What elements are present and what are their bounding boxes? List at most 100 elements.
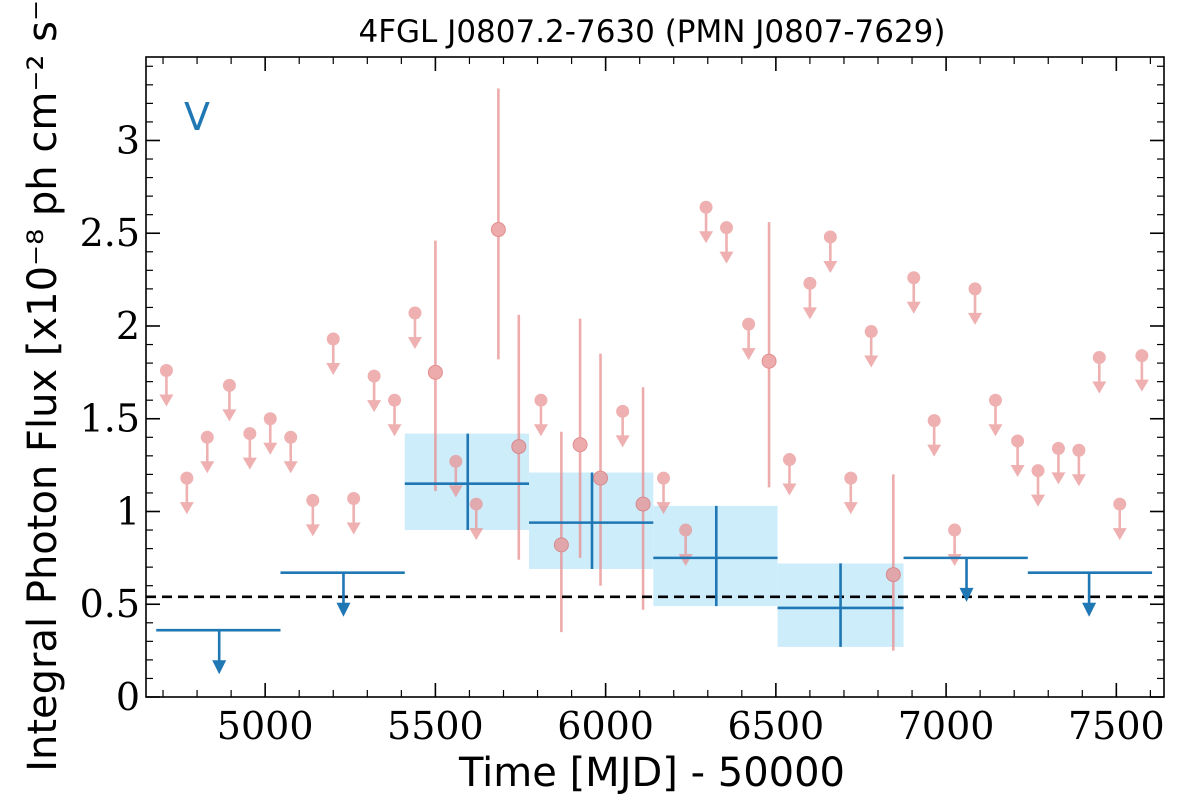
y-tick-label: 2.5 [80,211,140,255]
fine-upper-limit-arrow [1010,465,1025,477]
fine-upper-limit-point [200,430,214,444]
fine-detection [427,240,443,492]
fine-upper-limit-point [782,453,796,467]
fine-upper-limit-arrow [802,307,817,320]
fine-upper-limit-point [326,332,340,346]
fine-upper-limit [305,493,320,537]
fine-upper-limit-arrow [179,502,194,515]
fine-upper-limit [843,471,858,515]
fine-upper-limit [263,412,278,455]
fine-detection-point [572,437,588,453]
y-tick-label: 3 [116,118,140,162]
coarse-error-boxes [404,433,904,647]
coarse-upper-limit [903,556,1028,602]
fine-upper-limit-point [534,393,548,407]
fine-upper-limit-arrow [699,231,714,244]
fine-upper-limit-arrow [448,485,463,498]
fine-upper-limit [802,276,817,320]
fine-detection-point [635,496,651,512]
y-tick-label: 1.5 [80,397,140,441]
coarse-upper-limit-arrow [212,660,227,675]
fine-upper-limit [1071,443,1086,487]
x-tick-label: 5000 [217,704,314,748]
coarse-upper-limit-arrow [1082,602,1097,617]
x-tick-label: 5500 [387,704,484,748]
coarse-upper-limit-arrow [959,587,974,602]
fine-upper-limit-point [347,492,361,506]
fine-upper-limit-arrow [407,337,422,349]
fine-upper-limit-point [907,271,921,285]
fine-upper-limit-arrow [719,251,734,264]
fine-upper-limit [533,393,548,437]
fine-upper-limit-arrow [1092,381,1107,394]
fine-upper-limit [927,414,942,457]
fine-detection-point [553,537,569,553]
fine-upper-limit [1112,497,1127,541]
fine-upper-limit-arrow [1071,474,1086,487]
fine-upper-limit-point [469,497,483,511]
coarse-detection [653,505,778,607]
fine-upper-limit [179,471,194,515]
fine-upper-limit [656,471,671,515]
fine-detection [593,353,609,586]
fine-upper-limit-arrow [1134,379,1149,392]
fine-upper-limit-point [823,230,837,244]
fine-detection [572,318,588,558]
fine-upper-limit-arrow [283,461,298,474]
fine-detection [885,474,901,651]
fine-upper-limit-arrow [200,461,215,474]
fine-upper-limit-point [719,221,733,235]
x-tick-label: 7000 [898,704,995,748]
y-tick-label: 0 [116,675,140,719]
fine-upper-limit-point [616,404,630,418]
axes-layer: 5000 5500 6000 6500 7000 7500 0 0.5 1 1.5 2 2.5 3 [80,56,1165,748]
fine-upper-limit-arrow [843,502,858,515]
x-tick-label: 7500 [1068,704,1165,748]
fine-upper-limit [1134,349,1149,392]
fine-detection [761,222,777,488]
fine-upper-limit [1031,464,1046,507]
fine-upper-limit-arrow [906,301,921,314]
fine-upper-limit-arrow [305,524,320,537]
fine-upper-limit [367,369,382,413]
fine-upper-limit-point [742,317,756,331]
fine-upper-limit-point [243,427,257,441]
fine-upper-limit-point [844,471,858,485]
fine-upper-limit-arrow [159,394,174,407]
fine-detection-point [427,364,443,380]
fine-upper-limit-arrow [615,435,630,448]
fine-upper-limit [782,453,797,496]
fine-upper-limit [741,317,756,361]
x-axis-label: Time [MJD] - 50000 [458,750,845,796]
fine-upper-limit-arrow [927,444,942,457]
fine-detection [511,314,527,560]
fine-upper-limit-point [284,430,298,444]
coarse-bin-series [156,433,1153,675]
fine-detection-point [511,439,527,455]
fine-upper-limit [326,332,341,375]
fine-upper-limit-point [388,393,402,407]
chart-title: 4FGL J0807.2-7630 (PMN J0807-7629) [358,14,945,50]
fine-detection [635,387,651,610]
fine-upper-limit-point [864,325,878,339]
fine-upper-limit [283,430,298,474]
coarse-detection [777,563,904,647]
coarse-detection [529,472,654,569]
fine-upper-limit [1092,351,1107,394]
y-axis-label: Integral Photon Flux [x10⁻⁸ ph cm⁻² s⁻¹] [20,0,66,772]
fine-upper-limit-point [927,414,941,428]
fine-upper-limit-arrow [326,362,341,375]
fine-upper-limit-arrow [1051,472,1066,485]
fine-upper-limit-arrow [533,424,548,437]
fine-bin-series [159,88,1149,651]
fine-upper-limit-point [367,369,381,383]
fine-upper-limit-point [159,364,173,378]
fine-upper-limit-point [1092,351,1106,365]
fine-upper-limit-point [180,471,194,485]
fine-upper-limit-point [657,471,671,485]
fine-detection-point [761,353,777,369]
fine-upper-limit-point [1113,497,1127,511]
fine-upper-limit [387,393,402,437]
coarse-upper-limit [280,571,405,617]
